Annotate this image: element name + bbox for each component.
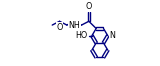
- Text: O: O: [56, 23, 63, 31]
- Text: O: O: [86, 2, 92, 11]
- Text: N: N: [109, 31, 115, 40]
- Text: NH: NH: [68, 21, 80, 30]
- Text: HO: HO: [75, 31, 88, 40]
